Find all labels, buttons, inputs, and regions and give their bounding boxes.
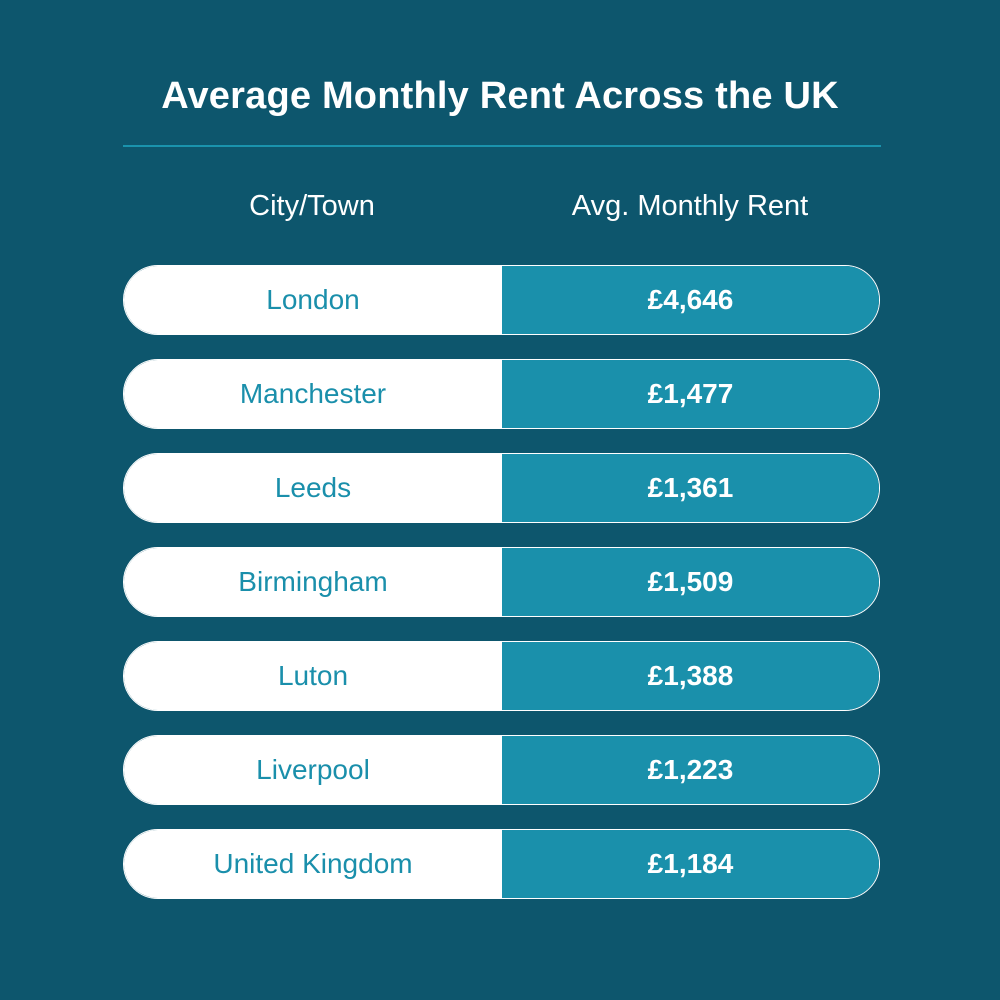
column-header-rent: Avg. Monthly Rent xyxy=(571,190,809,222)
city-cell: Manchester xyxy=(124,360,502,428)
column-header-city: City/Town xyxy=(249,190,375,222)
city-cell: London xyxy=(124,266,502,334)
city-cell: Leeds xyxy=(124,454,502,522)
title-divider xyxy=(123,145,881,147)
rent-cell: £1,388 xyxy=(502,642,879,710)
rent-cell: £1,361 xyxy=(502,454,879,522)
rent-cell: £1,223 xyxy=(502,736,879,804)
rent-table: London £4,646 Manchester £1,477 Leeds £1… xyxy=(123,265,880,923)
city-cell: United Kingdom xyxy=(124,830,502,898)
rent-cell: £1,509 xyxy=(502,548,879,616)
city-cell: Luton xyxy=(124,642,502,710)
rent-cell: £1,184 xyxy=(502,830,879,898)
page-title: Average Monthly Rent Across the UK xyxy=(161,75,839,117)
table-row-london: London £4,646 xyxy=(123,265,880,335)
table-row-united-kingdom: United Kingdom £1,184 xyxy=(123,829,880,899)
table-row-leeds: Leeds £1,361 xyxy=(123,453,880,523)
city-cell: Birmingham xyxy=(124,548,502,616)
table-row-birmingham: Birmingham £1,509 xyxy=(123,547,880,617)
rent-cell: £1,477 xyxy=(502,360,879,428)
table-row-luton: Luton £1,388 xyxy=(123,641,880,711)
city-cell: Liverpool xyxy=(124,736,502,804)
rent-cell: £4,646 xyxy=(502,266,879,334)
table-row-manchester: Manchester £1,477 xyxy=(123,359,880,429)
table-row-liverpool: Liverpool £1,223 xyxy=(123,735,880,805)
